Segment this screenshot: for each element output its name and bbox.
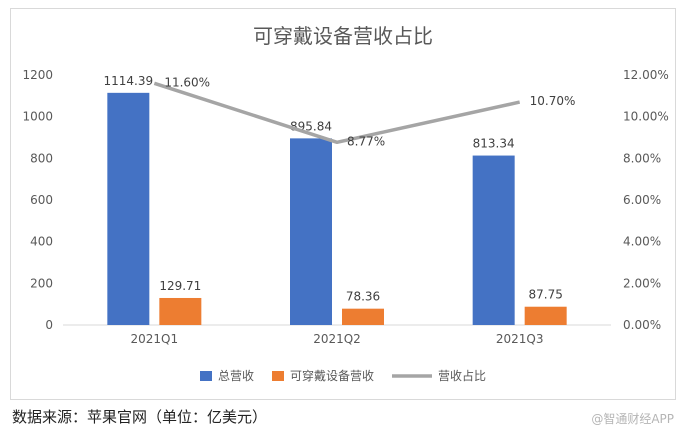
- data-source-note: 数据来源：苹果官网（单位：亿美元）: [12, 408, 268, 426]
- legend-label: 可穿戴设备营收: [290, 368, 374, 383]
- bar-total-revenue: [107, 92, 150, 325]
- bar-data-label: 87.75: [528, 288, 562, 302]
- y2-tick-label: 10.00%: [623, 110, 669, 124]
- bar-total-revenue: [290, 138, 332, 325]
- revenue-share-chart: 可穿戴设备营收占比 0 200 400 600 800 1000 1200 0.00% 2.00…: [22, 24, 669, 383]
- y-tick-label: 600: [30, 193, 53, 207]
- y-tick-label: 800: [30, 151, 53, 165]
- bar-data-label: 1114.39: [104, 74, 154, 88]
- y2-tick-label: 8.00%: [623, 151, 661, 165]
- bar-wearable-revenue: [342, 308, 384, 325]
- y-tick-label: 400: [30, 235, 53, 249]
- bar-wearable-revenue: [159, 297, 202, 325]
- bar-data-label: 813.34: [473, 137, 515, 151]
- bar-data-label: 78.36: [346, 290, 380, 304]
- x-tick-label: 2021Q2: [313, 332, 361, 346]
- legend-label: 营收占比: [438, 368, 486, 383]
- x-tick-label: 2021Q3: [496, 332, 544, 346]
- bar-data-label: 129.71: [159, 279, 201, 293]
- watermark-text: @智通财经APP: [591, 412, 674, 426]
- bar-wearable-revenue: [524, 306, 567, 325]
- y-tick-label: 1200: [22, 68, 53, 82]
- y2-tick-label: 4.00%: [623, 235, 661, 249]
- y2-tick-label: 0.00%: [623, 318, 661, 332]
- line-data-label: 8.77%: [347, 134, 385, 148]
- revenue-share-line: [153, 81, 521, 145]
- y2-tick-label: 12.00%: [623, 68, 669, 82]
- legend-label: 总营收: [218, 369, 254, 383]
- x-tick-label: 2021Q1: [131, 332, 179, 346]
- legend-swatch-bar: [272, 371, 284, 381]
- line-data-label: 11.60%: [164, 75, 210, 89]
- y-tick-label: 0: [45, 318, 53, 332]
- y2-tick-label: 2.00%: [623, 276, 661, 290]
- chart-title: 可穿戴设备营收占比: [253, 24, 433, 48]
- bar-total-revenue: [472, 155, 515, 325]
- chart-frame: 可穿戴设备营收占比 0 200 400 600 800 1000 1200 0.00% 2.00…: [10, 8, 676, 400]
- legend-swatch-bar: [200, 371, 212, 381]
- y-tick-label: 1000: [22, 110, 53, 124]
- line-data-label: 10.70%: [530, 94, 576, 108]
- y2-tick-label: 6.00%: [623, 193, 661, 207]
- bar-data-label: 895.84: [290, 119, 332, 133]
- y-tick-label: 200: [30, 276, 53, 290]
